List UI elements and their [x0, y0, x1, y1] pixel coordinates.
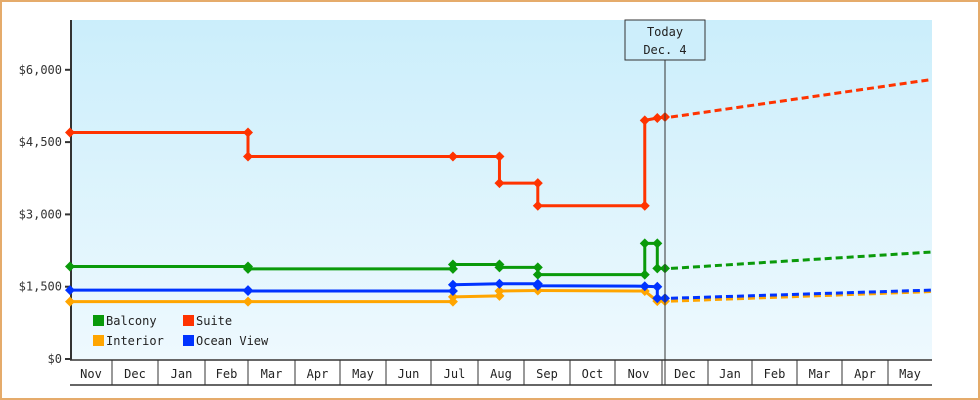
y-tick-label: $1,500: [19, 280, 62, 294]
data-point[interactable]: [447, 286, 458, 297]
today-marker: Today Dec. 4: [624, 19, 706, 385]
x-tick-label: Apr: [854, 367, 876, 381]
legend-label: Ocean View: [196, 334, 269, 348]
legend-swatch: [93, 335, 104, 346]
data-point[interactable]: [652, 238, 663, 249]
data-point[interactable]: [243, 151, 253, 162]
x-axis: Nov Dec Jan Feb Mar Apr May Jun Jul Aug Sep Oct Nov D…: [70, 359, 932, 386]
legend-label: Balcony: [106, 314, 157, 328]
x-tick-label: May: [352, 367, 374, 381]
y-tick-label: $3,000: [19, 207, 62, 221]
plot-area: [71, 20, 932, 359]
data-point[interactable]: [639, 238, 650, 249]
x-tick-label: May: [899, 367, 921, 381]
x-tick-label: Aug: [490, 367, 512, 381]
data-point[interactable]: [243, 296, 253, 307]
series-ocean-view: [65, 278, 933, 304]
data-point[interactable]: [639, 269, 650, 280]
data-point[interactable]: [639, 115, 650, 126]
data-point[interactable]: [65, 296, 75, 307]
legend-item-suite[interactable]: Suite: [183, 314, 232, 328]
data-point[interactable]: [65, 261, 75, 272]
x-tick-label: Nov: [80, 367, 102, 381]
data-point[interactable]: [243, 263, 253, 274]
x-tick-label: Jun: [398, 367, 420, 381]
x-tick-label: Jul: [444, 367, 466, 381]
data-point[interactable]: [532, 269, 543, 280]
data-point[interactable]: [652, 263, 663, 274]
legend-label: Interior: [106, 334, 164, 348]
data-point[interactable]: [494, 151, 505, 162]
x-tick-label: Mar: [261, 367, 283, 381]
x-tick-label: Dec: [124, 367, 146, 381]
legend-swatch: [183, 335, 194, 346]
legend-swatch: [183, 315, 194, 326]
data-point[interactable]: [652, 281, 663, 292]
data-point[interactable]: [532, 200, 543, 211]
data-point[interactable]: [447, 151, 458, 162]
data-point[interactable]: [494, 286, 505, 297]
data-point[interactable]: [447, 259, 458, 270]
x-tick-label: Feb: [764, 367, 786, 381]
legend: Balcony Suite Interior Ocean View: [93, 314, 269, 348]
data-point[interactable]: [532, 262, 543, 273]
y-tick-label: $4,500: [19, 135, 62, 149]
x-tick-label: Jan: [719, 367, 741, 381]
today-label: Today: [647, 25, 683, 39]
x-tick-label: Sep: [536, 367, 558, 381]
legend-label: Suite: [196, 314, 232, 328]
data-point[interactable]: [447, 291, 458, 302]
data-point[interactable]: [652, 113, 663, 123]
x-tick-label: Oct: [582, 367, 604, 381]
data-point[interactable]: [243, 286, 253, 297]
legend-swatch: [93, 315, 104, 326]
data-point[interactable]: [494, 178, 505, 189]
legend-item-interior[interactable]: Interior: [93, 334, 164, 348]
data-point[interactable]: [639, 200, 650, 211]
legend-item-balcony[interactable]: Balcony: [93, 314, 157, 328]
data-point[interactable]: [243, 127, 253, 138]
y-axis: $0 $1,500 $3,000 $4,500 $6,000: [19, 20, 72, 366]
data-point[interactable]: [532, 280, 543, 291]
data-point[interactable]: [652, 293, 663, 304]
data-point[interactable]: [494, 278, 505, 289]
series-suite: [65, 77, 933, 211]
data-point[interactable]: [447, 279, 458, 290]
series-layer: [65, 77, 933, 307]
x-tick-label: Dec: [674, 367, 696, 381]
y-tick-label: $6,000: [19, 63, 62, 77]
data-point[interactable]: [65, 127, 75, 138]
data-point[interactable]: [494, 262, 505, 273]
x-tick-label: Apr: [307, 367, 329, 381]
data-point[interactable]: [639, 281, 650, 292]
y-tick-label: $0: [48, 352, 62, 366]
series-balcony: [65, 238, 933, 280]
x-tick-label: Jan: [171, 367, 193, 381]
x-tick-label: Mar: [809, 367, 831, 381]
today-date: Dec. 4: [643, 43, 686, 57]
x-tick-label: Nov: [628, 367, 650, 381]
legend-item-ocean-view[interactable]: Ocean View: [183, 334, 269, 348]
data-point[interactable]: [65, 285, 75, 296]
today-callout: [624, 19, 706, 61]
data-point[interactable]: [532, 178, 543, 189]
x-tick-label: Feb: [216, 367, 238, 381]
